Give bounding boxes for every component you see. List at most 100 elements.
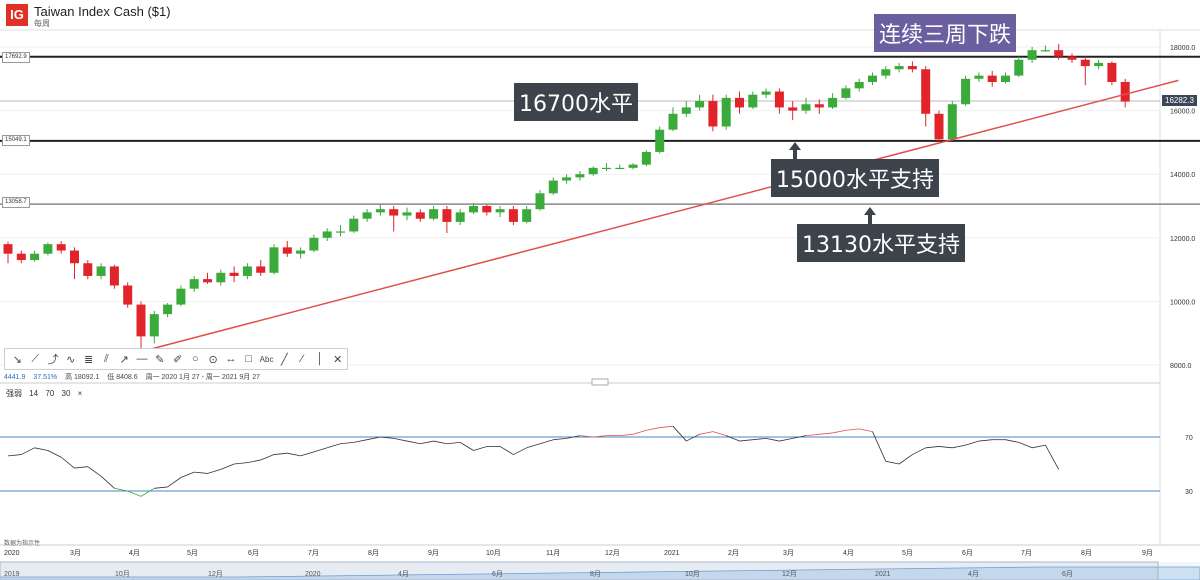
- rsi-segment: [313, 447, 328, 453]
- candle-body: [535, 193, 545, 210]
- rsi-segment: [74, 466, 88, 469]
- rsi-segment: [220, 463, 235, 470]
- measure-icon[interactable]: ↔: [225, 353, 237, 365]
- candle-body: [495, 209, 505, 213]
- vline-icon[interactable]: │: [316, 353, 324, 365]
- candle-body: [1001, 75, 1010, 82]
- rsi-segment: [60, 456, 75, 469]
- navigator-tick-label: 2021: [875, 571, 891, 578]
- candle-body: [1094, 62, 1104, 67]
- trend-line-icon[interactable]: ⟋: [31, 352, 40, 365]
- rsi-param-period: 14: [29, 389, 39, 398]
- x-tick-label: 3月: [70, 549, 81, 557]
- level-label-17692[interactable]: 17692.9: [2, 52, 30, 63]
- data-disclaimer: 数据为指示性: [4, 541, 41, 547]
- navigator-area: [0, 566, 1200, 580]
- diagonal-icon[interactable]: ⁄: [301, 353, 304, 365]
- rsi-segment: [632, 429, 647, 435]
- rsi-segment: [925, 446, 940, 449]
- candle-body: [123, 285, 133, 305]
- candle-body: [814, 104, 824, 108]
- rsi-segment: [526, 443, 541, 449]
- candle-body: [482, 206, 492, 213]
- rsi-name[interactable]: 强弱: [6, 389, 22, 398]
- rayline-icon[interactable]: ↗: [119, 353, 129, 366]
- candle-body: [256, 266, 266, 273]
- line-icon[interactable]: ╱: [281, 353, 288, 366]
- navigator-tick-label: 4月: [398, 570, 409, 578]
- rsi-segment: [885, 460, 900, 465]
- rsi-segment: [87, 466, 102, 477]
- rsi-segment: [1032, 444, 1046, 449]
- candle-body: [242, 266, 252, 276]
- close-icon[interactable]: ✕: [333, 353, 343, 366]
- rsi-segment: [34, 447, 48, 451]
- marker-icon[interactable]: ⊙: [208, 353, 218, 366]
- rectangle-icon[interactable]: □: [245, 353, 253, 365]
- arrow-line-icon[interactable]: ↘: [12, 353, 22, 366]
- candle-body: [83, 263, 93, 276]
- candle-body: [203, 279, 212, 283]
- navigator-window: [0, 561, 1159, 580]
- candle-body: [841, 88, 851, 98]
- fib-icon[interactable]: ≣: [83, 353, 94, 366]
- interval-label[interactable]: 每周: [34, 19, 50, 28]
- brush-icon[interactable]: ✎: [155, 353, 165, 366]
- navigator-tick-label: 6月: [492, 570, 503, 578]
- rsi-segment: [406, 440, 421, 445]
- candle-body: [655, 129, 665, 152]
- ig-logo: IG: [6, 4, 28, 26]
- channel-icon[interactable]: ⫽: [103, 352, 109, 365]
- candle-body: [3, 244, 13, 254]
- rsi-close-button[interactable]: ×: [77, 389, 83, 398]
- rsi-segment: [699, 431, 713, 435]
- rsi-segment: [579, 435, 594, 438]
- arrow-up-icon: [789, 142, 801, 160]
- circle-icon[interactable]: ○: [192, 353, 199, 365]
- rsi-segment: [473, 446, 487, 451]
- rsi-segment: [859, 428, 873, 432]
- candle-body: [149, 314, 159, 337]
- rsi-segment: [459, 442, 474, 451]
- candle-body: [748, 94, 758, 108]
- navigator-tick-label: 4月: [968, 570, 979, 578]
- candle-body: [70, 250, 79, 264]
- drawing-toolbar: ↘ ⟋ ⤴ ∿ ≣ ⫽ ↗ — ✎ ✐ ○ ⊙ ↔ □ Abc ╱ ⁄ │ ✕: [4, 348, 348, 370]
- rsi-segment: [938, 446, 953, 449]
- rsi-tick-label: 30: [1185, 489, 1193, 496]
- annotation-15000-support: 15000水平支持: [771, 159, 939, 197]
- candle-body: [774, 91, 784, 108]
- navigator-tick-label: 12月: [208, 570, 223, 578]
- level-label-13058[interactable]: 13058.7: [2, 197, 30, 208]
- status-percent: 37.51%: [33, 374, 58, 381]
- candle-body: [894, 66, 904, 70]
- rsi-segment: [1045, 444, 1060, 470]
- rsi-segment: [819, 432, 833, 435]
- candle-body: [974, 75, 984, 79]
- rsi-segment: [752, 437, 767, 441]
- path-icon[interactable]: ⤴: [47, 354, 59, 366]
- rsi-tick-label: 70: [1185, 435, 1193, 442]
- hline-icon[interactable]: —: [136, 353, 148, 365]
- rsi-param-upper: 70: [45, 389, 55, 398]
- navigator-tick-label: 2019: [4, 571, 20, 578]
- y-tick-label: 16000.0: [1170, 109, 1195, 116]
- text-label-icon[interactable]: Abc: [259, 354, 274, 364]
- candle-body: [1054, 50, 1064, 57]
- x-tick-label: 9月: [1142, 549, 1153, 557]
- rsi-segment: [21, 447, 35, 455]
- candle-body: [136, 304, 146, 337]
- instrument-title[interactable]: Taiwan Index Cash ($1): [34, 4, 171, 19]
- rsi-segment: [260, 454, 275, 461]
- level-label-15049[interactable]: 15049.1: [2, 135, 30, 146]
- rsi-segment: [766, 437, 780, 442]
- rsi-segment: [659, 425, 674, 428]
- rsi-segment: [433, 440, 447, 445]
- candle-body: [695, 101, 705, 108]
- pencil-icon[interactable]: ✐: [172, 353, 183, 366]
- rsi-segment: [619, 433, 634, 437]
- candle-body: [602, 167, 611, 170]
- zigzag-icon[interactable]: ∿: [66, 353, 76, 366]
- candle-body: [907, 66, 917, 70]
